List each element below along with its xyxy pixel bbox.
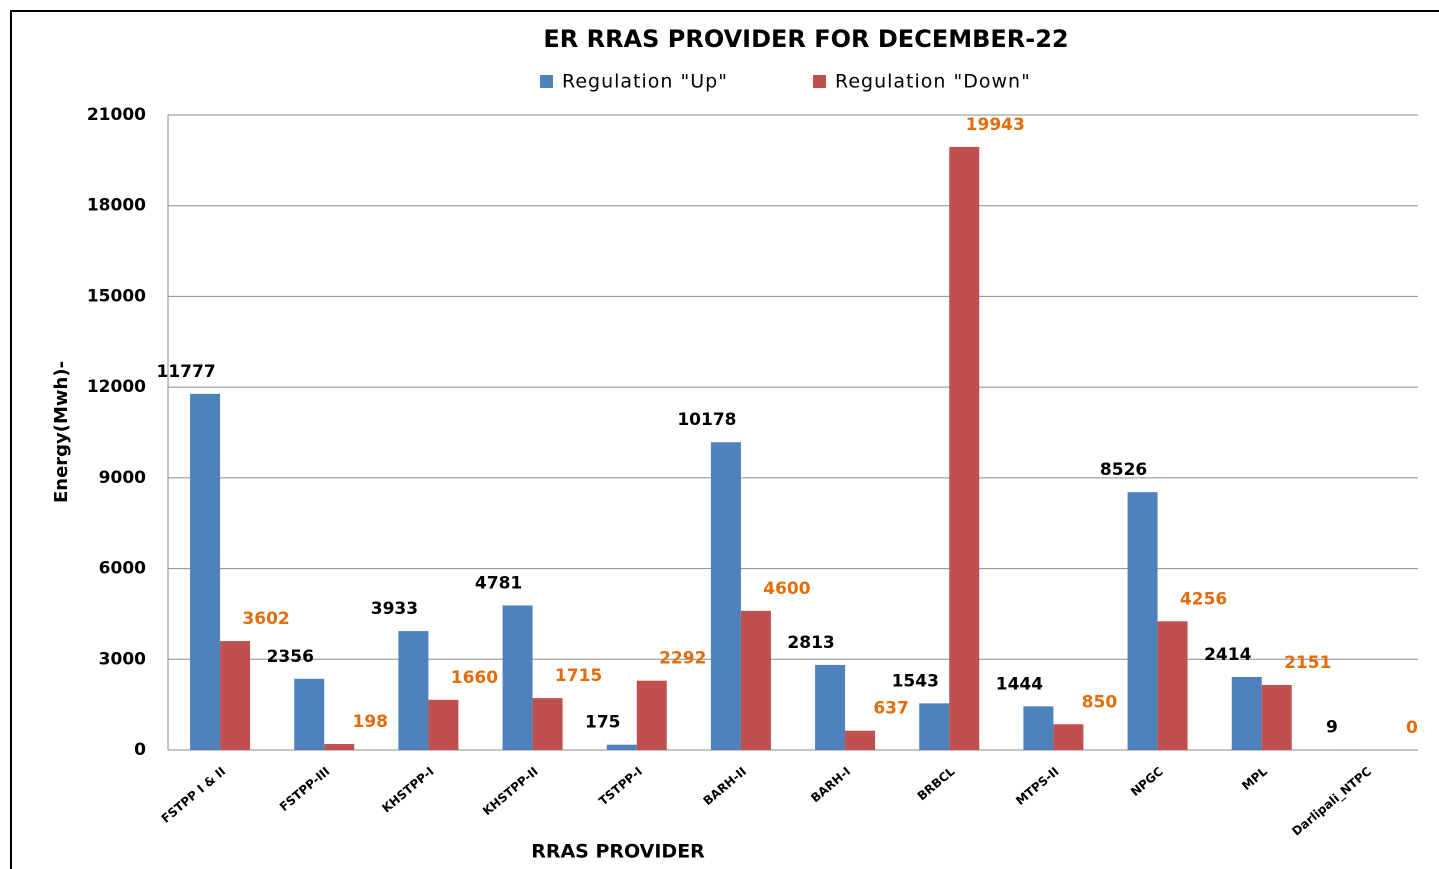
data-label: 10178: [677, 410, 736, 430]
data-label: 2414: [1204, 645, 1251, 665]
bar: [740, 610, 771, 750]
bar: [1127, 492, 1158, 750]
data-label: 2813: [787, 633, 834, 653]
data-label: 19943: [966, 115, 1025, 135]
data-label: 175: [585, 713, 621, 733]
bar: [220, 641, 251, 750]
bar: [1053, 724, 1084, 750]
y-tick-label: 3000: [99, 649, 146, 669]
y-tick-label: 9000: [99, 468, 146, 488]
bar: [398, 631, 429, 750]
y-axis-title: Energy(Mwh)-: [51, 361, 72, 503]
legend-label: Regulation "Down": [835, 71, 1031, 93]
data-label: 2151: [1284, 653, 1331, 673]
y-tick-label: 6000: [99, 559, 146, 579]
data-label: 11777: [157, 362, 216, 382]
y-tick-label: 18000: [87, 196, 146, 216]
bar: [1023, 706, 1054, 750]
data-label: 637: [873, 699, 909, 719]
legend-swatch: [813, 75, 826, 88]
data-label: 4256: [1180, 589, 1227, 609]
data-label: 1444: [996, 674, 1043, 694]
data-label: 850: [1082, 692, 1118, 712]
bar: [949, 146, 980, 750]
y-tick-label: 12000: [87, 377, 146, 397]
bar: [1231, 677, 1262, 750]
y-tick-label: 15000: [87, 286, 146, 306]
bar: [190, 393, 221, 750]
data-label: 3602: [242, 609, 289, 629]
bar: [294, 678, 325, 750]
data-label: 198: [353, 712, 389, 732]
bar: [606, 744, 637, 750]
chart-title: ER RRAS PROVIDER FOR DECEMBER-22: [543, 25, 1068, 53]
bar: [324, 744, 355, 750]
legend-label: Regulation "Up": [562, 71, 728, 93]
data-label: 4781: [475, 573, 522, 593]
bar: [1261, 684, 1292, 750]
y-tick-label: 0: [134, 740, 146, 760]
bar: [532, 698, 563, 750]
data-label: 1715: [555, 666, 602, 686]
data-label: 1543: [892, 671, 939, 691]
data-label: 8526: [1100, 460, 1147, 480]
data-label: 1660: [451, 668, 498, 688]
data-label: 2356: [267, 647, 314, 667]
data-label: 9: [1326, 718, 1338, 738]
data-label: 2292: [659, 649, 706, 669]
data-label: 4600: [763, 579, 810, 599]
data-label: 3933: [371, 599, 418, 619]
data-label: 0: [1406, 718, 1418, 738]
bar: [919, 703, 950, 750]
bar: [1157, 621, 1188, 750]
bar: [845, 730, 876, 750]
bar: [815, 664, 846, 750]
bar: [502, 605, 533, 750]
bar: [428, 699, 459, 750]
bar: [636, 680, 667, 750]
x-axis-title: RRAS PROVIDER: [531, 841, 705, 863]
legend-swatch: [540, 75, 553, 88]
bar: [710, 442, 741, 750]
y-tick-label: 21000: [87, 105, 146, 125]
